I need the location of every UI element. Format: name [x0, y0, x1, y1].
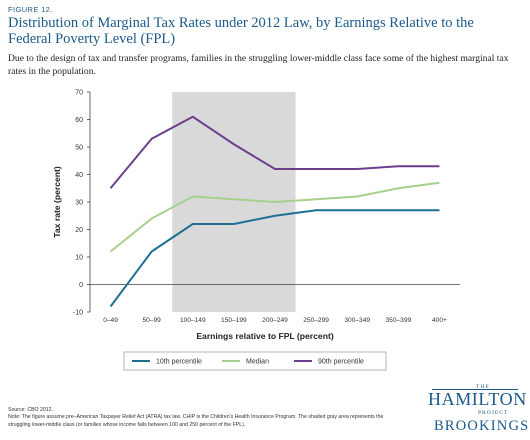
y-tick-label: 50	[75, 145, 83, 152]
y-tick-label: 40	[75, 172, 83, 179]
legend-box	[123, 351, 387, 371]
y-axis-label: Tax rate (percent)	[52, 166, 62, 238]
y-tick-label: -10	[73, 310, 83, 317]
y-tick-label: 60	[75, 117, 83, 124]
x-tick-label: 0–49	[103, 317, 118, 324]
x-tick-label: 400+	[432, 317, 447, 324]
logo-brookings: BROOKINGS	[434, 418, 530, 434]
source-text: Source: CBO 2012.	[8, 407, 53, 413]
legend-label: 90th percentile	[318, 359, 364, 366]
logo-project: PROJECT	[478, 410, 509, 416]
series-line-90th-percentile	[109, 115, 440, 189]
chart-title: Distribution of Marginal Tax Rates under…	[8, 15, 474, 47]
y-tick-label: 30	[75, 200, 83, 207]
legend-label: 10th percentile	[156, 359, 202, 366]
chart-subtitle: Due to the design of tax and transfer pr…	[8, 53, 509, 77]
y-tick-label: 0	[79, 282, 83, 289]
x-tick-label: 150–199	[221, 317, 247, 324]
figure-label: FIGURE 12.	[8, 5, 53, 14]
logo-the: THE	[476, 384, 490, 390]
x-axis-label: Earnings relative to FPL (percent)	[196, 331, 334, 341]
note-text: Note: The figure assume pre–American Tax…	[8, 414, 384, 428]
x-tick-label: 350–399	[385, 317, 411, 324]
series-line-median	[109, 181, 440, 253]
x-tick-label: 200–249	[262, 317, 288, 324]
logo-rule	[432, 389, 518, 390]
y-tick-label: 20	[75, 227, 83, 234]
x-tick-label: 250–299	[303, 317, 329, 324]
x-tick-label: 300–349	[344, 317, 370, 324]
legend-label: Median	[246, 359, 269, 366]
y-tick-label: 70	[75, 90, 83, 97]
x-tick-label: 100–149	[180, 317, 206, 324]
y-tick-label: 10	[75, 255, 83, 262]
series-line-10th-percentile	[109, 209, 440, 308]
logo-hamilton: HAMILTON	[428, 389, 527, 409]
x-tick-label: 50–99	[142, 317, 161, 324]
